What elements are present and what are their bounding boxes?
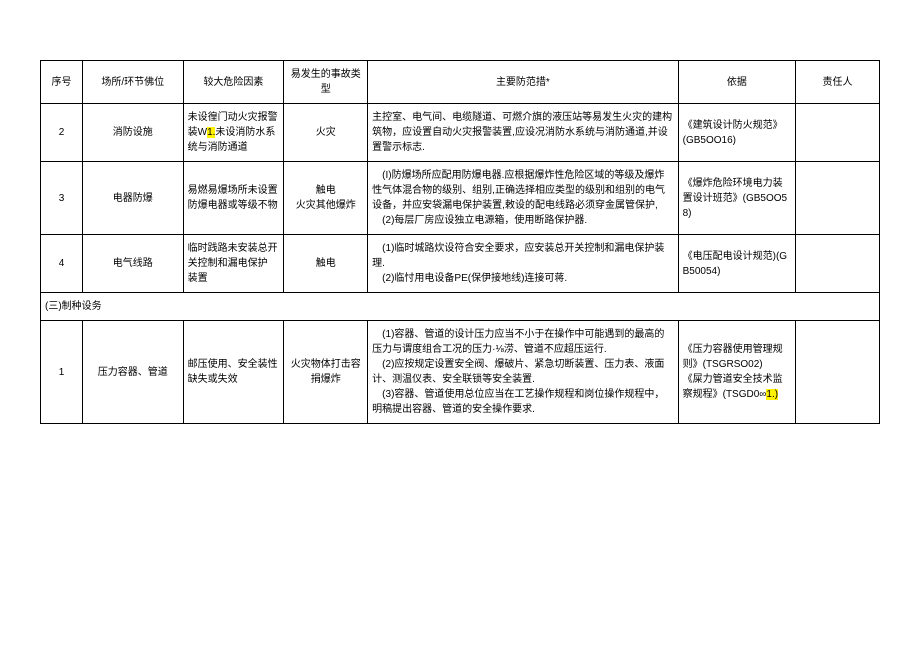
cell-risk: 临时践路未安装总开关控制和漏电保护装置: [183, 235, 284, 293]
cell-type: 触电: [284, 235, 368, 293]
col-basis: 依据: [678, 61, 795, 104]
col-type: 易发生的事故类型: [284, 61, 368, 104]
col-risk: 较大危险因素: [183, 61, 284, 104]
cell-type: 触电火灾其他爆炸: [284, 162, 368, 235]
cell-measures: 主控室、电气间、电缆隧道、可燃介旗的液压站等易发生火灾的建构筑物，应设置自动火灾…: [368, 104, 678, 162]
cell-place: 压力容器、管道: [82, 321, 183, 424]
cell-risk: 未设徨门动火灾报警装W1.未设消防水系统与消防通道: [183, 104, 284, 162]
section-row: (三)制种设务: [41, 293, 880, 321]
col-measures: 主要防范措*: [368, 61, 678, 104]
table-row: 4 电气线路 临时践路未安装总开关控制和漏电保护装置 触电 (1)临时城路炊设符…: [41, 235, 880, 293]
cell-responsible: [796, 162, 880, 235]
section-label: (三)制种设务: [41, 293, 880, 321]
risk-table: 序号 场所/环节佛位 较大危险因素 易发生的事故类型 主要防范措* 依据 责任人…: [40, 60, 880, 424]
cell-responsible: [796, 104, 880, 162]
table-row: 3 电器防爆 易燃易爆场所未设置防爆电器或等级不物 触电火灾其他爆炸 (I)防爆…: [41, 162, 880, 235]
cell-measures: (1)容器、管道的设计压力应当不小于在操作中可能遇到的最高的压力与谓度组合工况的…: [368, 321, 678, 424]
cell-basis: 《建筑设计防火规范》(GB5OO16): [678, 104, 795, 162]
cell-type: 火灾物体打击容捐爆炸: [284, 321, 368, 424]
cell-seq: 1: [41, 321, 83, 424]
table-header-row: 序号 场所/环节佛位 较大危险因素 易发生的事故类型 主要防范措* 依据 责任人: [41, 61, 880, 104]
cell-place: 消防设施: [82, 104, 183, 162]
cell-measures: (1)临时城路炊设符合安全要求，应安装总开关控制和漏电保护装理. (2)临忖用电…: [368, 235, 678, 293]
cell-place: 电器防爆: [82, 162, 183, 235]
cell-seq: 2: [41, 104, 83, 162]
cell-responsible: [796, 321, 880, 424]
cell-type: 火灾: [284, 104, 368, 162]
cell-basis: 《爆炸危险环境电力装置设计班范》(GB5OO58): [678, 162, 795, 235]
cell-risk: 易燃易爆场所未设置防爆电器或等级不物: [183, 162, 284, 235]
cell-basis: 《压力容器使用管理规则》(TSGRSO02)《屎力管道安全技术监察规程》(TSG…: [678, 321, 795, 424]
cell-responsible: [796, 235, 880, 293]
table-row: 1 压力容器、管道 邮压使用、安全装性缺失或失效 火灾物体打击容捐爆炸 (1)容…: [41, 321, 880, 424]
cell-seq: 3: [41, 162, 83, 235]
cell-measures: (I)防爆场所应配用防爆电器.应根据爆炸性危险区域的等级及爆炸性气体混合物的级别…: [368, 162, 678, 235]
cell-risk: 邮压使用、安全装性缺失或失效: [183, 321, 284, 424]
highlight-text: 1.): [766, 389, 778, 400]
col-responsible: 责任人: [796, 61, 880, 104]
table-row: 2 消防设施 未设徨门动火灾报警装W1.未设消防水系统与消防通道 火灾 主控室、…: [41, 104, 880, 162]
cell-seq: 4: [41, 235, 83, 293]
cell-place: 电气线路: [82, 235, 183, 293]
col-seq: 序号: [41, 61, 83, 104]
cell-basis: 《电压配电设计规范)(GB50054): [678, 235, 795, 293]
col-place: 场所/环节佛位: [82, 61, 183, 104]
